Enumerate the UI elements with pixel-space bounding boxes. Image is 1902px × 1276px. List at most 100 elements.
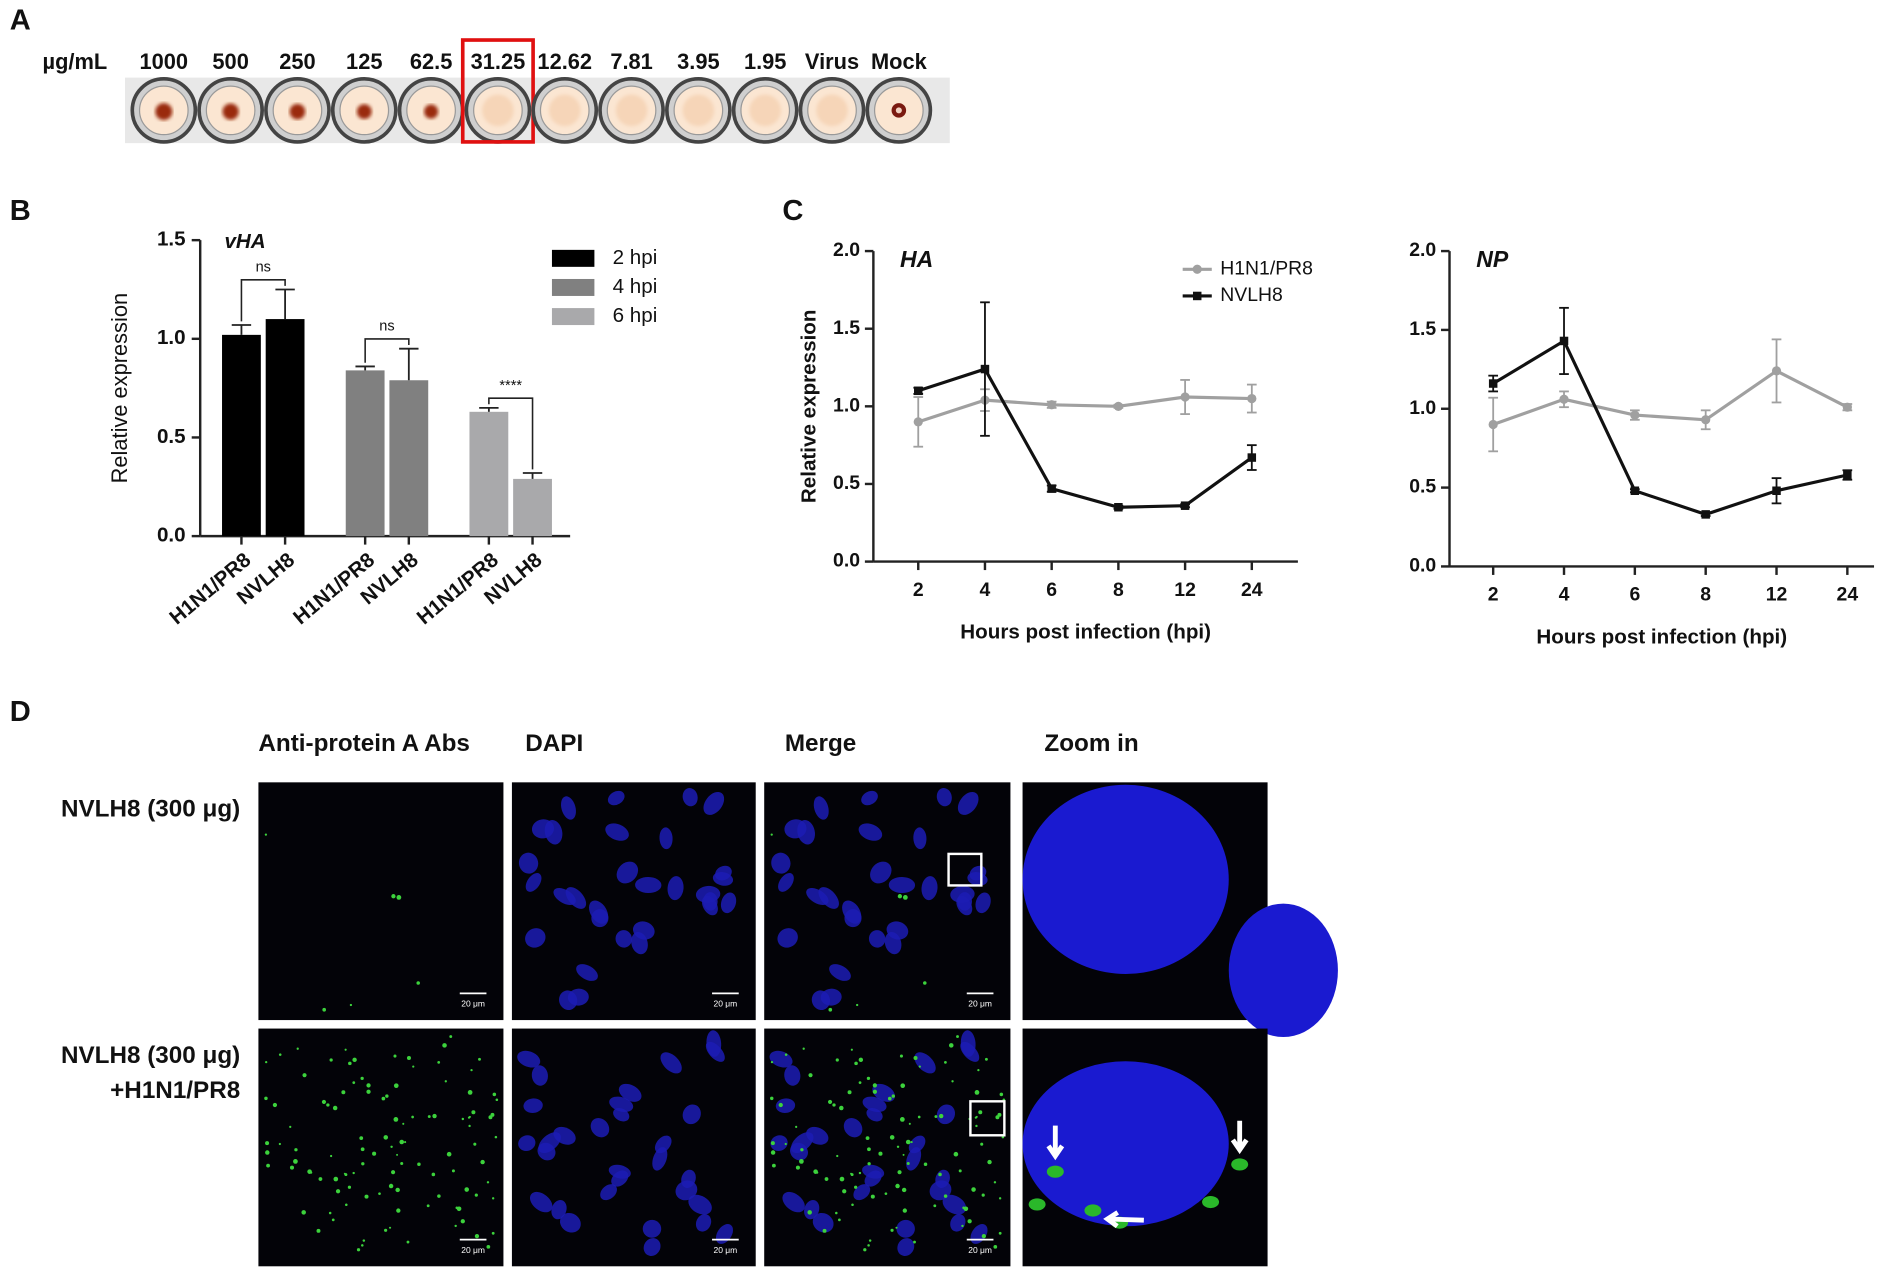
arrow-head [1230,1138,1249,1155]
signal [858,1171,862,1175]
nucleus [897,1238,915,1256]
pellet [424,104,439,119]
nucleus [706,1030,722,1057]
point [1047,400,1057,410]
signal [835,1058,839,1062]
micrograph [1022,782,1338,1038]
y-tick-label: 0.5 [833,472,860,494]
nucleus [703,892,718,911]
bar [345,370,385,537]
signal [349,1003,353,1007]
signal [770,833,773,836]
signal [486,1244,491,1249]
y-tick-label: 2.0 [833,239,860,261]
signal [265,1060,268,1064]
nucleus [695,1214,712,1232]
arrow-head [1103,1210,1120,1229]
point [1247,453,1257,462]
nucleus [888,876,916,894]
signal [411,1115,414,1119]
signal [938,1172,942,1177]
signal [464,1187,469,1192]
point [913,417,923,427]
nucleus [590,1118,610,1138]
x-axis-label: Hours post infection (hpi) [1536,625,1787,648]
signal [366,1083,371,1088]
signal [348,1061,352,1066]
signal [431,1172,436,1177]
nucleus [896,1219,915,1238]
signal [278,1053,282,1056]
nucleus [942,1194,967,1215]
signal [302,1073,307,1078]
nucleus [791,1132,814,1154]
nucleus [853,1184,871,1201]
signal [491,1197,495,1200]
legend-label: H1N1/PR8 [1220,257,1313,279]
signal [993,1181,997,1184]
tile [511,782,756,1021]
x-tick-label: 4 [1559,584,1570,606]
unit-label: µg/mL [43,49,108,74]
diffuse [682,94,715,127]
nucleus [559,1212,581,1233]
signal [870,1194,875,1199]
signal [471,1110,476,1115]
signal [278,1142,281,1146]
signal [495,1098,499,1102]
signal [918,1065,921,1068]
signal [455,1206,459,1210]
signal [480,1159,485,1165]
signal [333,1176,339,1182]
well-label: 125 [346,49,382,74]
nucleus [529,1191,553,1213]
signal [974,1090,980,1095]
nucleus [605,823,629,841]
nucleus [559,990,578,1010]
legend-label: 2 hpi [613,246,658,269]
signal [396,894,402,900]
micrograph: 20 μm [258,1028,504,1267]
nucleus [770,1135,788,1152]
signal [802,1047,805,1050]
signal [987,1159,992,1165]
signal [393,1117,399,1122]
y-tick-label: 0.5 [157,425,186,448]
nucleus [957,791,979,815]
signal [867,1244,870,1247]
signal [391,1170,396,1175]
signal [402,1122,405,1125]
signal [863,1248,867,1252]
signal [902,1153,905,1156]
signal [795,1125,798,1128]
signal [293,1159,298,1164]
signal [999,1092,1004,1097]
signal [360,1147,365,1152]
signal [345,1203,348,1207]
series-line [917,367,1253,509]
signal [902,1208,907,1213]
diffuse [749,94,781,127]
signal [842,1189,847,1194]
signal [808,1073,813,1078]
point [1247,393,1257,404]
signal [943,1194,948,1198]
nucleus [523,1098,543,1113]
nucleus [960,1030,976,1057]
nucleus [775,1098,796,1113]
nucleus [936,787,952,807]
signal [289,1125,292,1128]
signal [974,1116,977,1119]
nucleus [682,787,698,807]
signal [352,1171,355,1175]
nucleus [771,852,791,874]
signal [895,1183,900,1189]
signal [437,1060,441,1064]
y-tick-label: 1.5 [833,317,860,339]
signal [770,1150,776,1155]
nucleus [843,1118,863,1138]
x-tick-label: 12 [1766,584,1788,606]
legend-label: NVLH8 [1220,284,1283,306]
well-label: 62.5 [410,49,452,74]
signal [388,1226,392,1229]
